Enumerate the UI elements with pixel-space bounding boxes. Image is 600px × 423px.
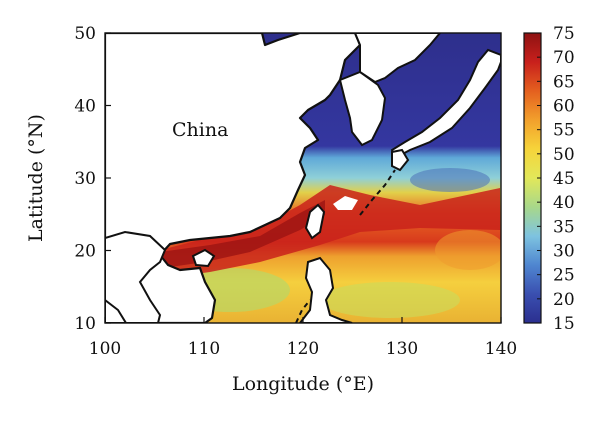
dashed-boundary: [359, 169, 396, 216]
field-patch: [410, 168, 490, 192]
colorbar-ticks: 15 20 25 30 35 40 45 50 55 60 65 70 75: [537, 24, 575, 334]
y-tick-label: 20: [74, 242, 96, 262]
colorbar-tick-label: 70: [553, 48, 575, 68]
colorbar-tick-label: 20: [553, 290, 575, 310]
map-label-china: China: [172, 119, 228, 141]
y-axis-title: Latitude (°N): [25, 114, 47, 242]
colorbar-tick-label: 60: [553, 97, 575, 117]
land-kyushu: [391, 148, 410, 172]
colorbar-tick-label: 40: [553, 193, 575, 213]
x-tick-label: 140: [485, 339, 517, 359]
y-tick-label: 40: [74, 97, 96, 117]
x-tick-label: 130: [386, 339, 418, 359]
land-manchuria: [353, 33, 442, 84]
plot-area: [105, 33, 501, 323]
y-tick-label: 50: [74, 24, 96, 44]
colorbar-tick-label: 50: [553, 145, 575, 165]
land-philippines: [298, 256, 353, 323]
x-axis-title: Longitude (°E): [232, 373, 374, 395]
land-japan: [390, 48, 501, 160]
colorbar-tick-label: 55: [553, 121, 575, 141]
x-tick-label: 100: [89, 339, 121, 359]
land-taiwan: [304, 203, 326, 240]
colorbar-tick-label: 15: [553, 314, 575, 334]
colorbar-tick-label: 35: [553, 217, 575, 237]
y-tick-label: 10: [74, 314, 96, 334]
colorbar-tick-label: 65: [553, 72, 575, 92]
land-borneo-edge: [105, 298, 128, 323]
land-indochina: [105, 230, 167, 323]
colorbar-tick-label: 30: [553, 242, 575, 262]
coastal-band: [160, 185, 500, 278]
land-hainan: [191, 248, 216, 268]
dashed-boundary: [295, 299, 311, 323]
colorbar-tick-label: 75: [553, 24, 575, 44]
colorbar-tick-label: 45: [553, 169, 575, 189]
x-axis: 100 110 120 130 140: [89, 317, 517, 359]
y-axis: 10 20 30 40 50: [74, 24, 111, 334]
y-tick-label: 30: [74, 169, 96, 189]
field-patch: [320, 282, 460, 318]
x-tick-label: 110: [188, 339, 220, 359]
data-gap: [333, 196, 358, 210]
x-tick-label: 120: [287, 339, 319, 359]
colorbar-tick-label: 25: [553, 266, 575, 286]
field-patch: [435, 230, 501, 270]
